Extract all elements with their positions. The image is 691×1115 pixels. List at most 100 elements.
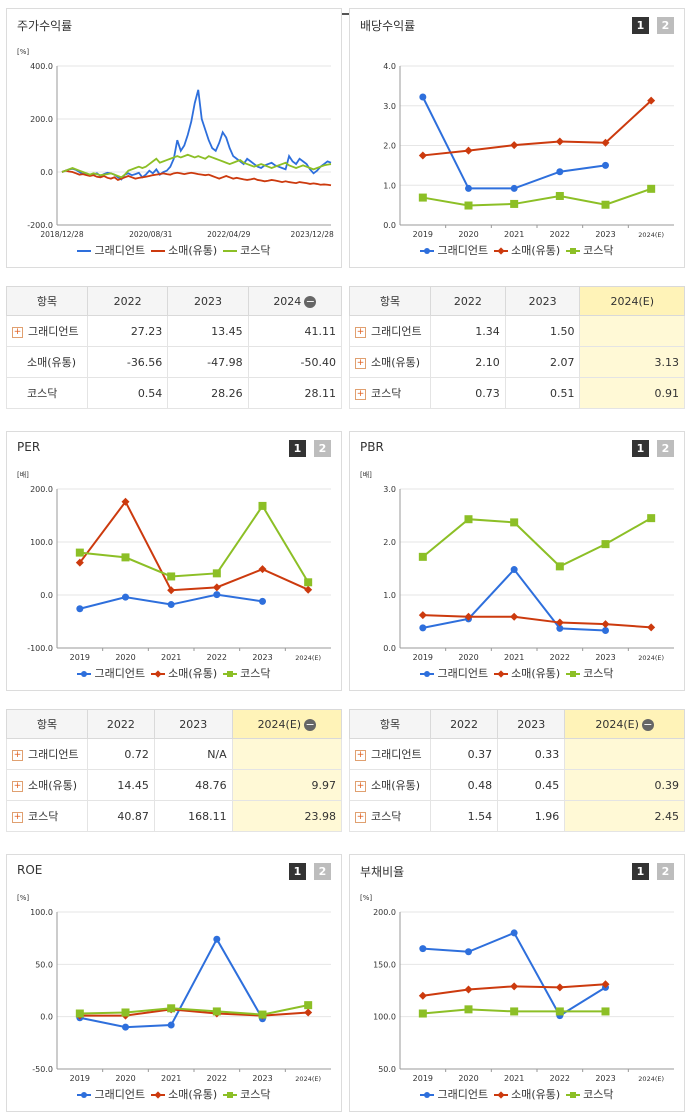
data-point: [418, 611, 427, 620]
series-line: [422, 187, 652, 207]
x-tick-label: 2020: [115, 653, 135, 662]
x-tick-label: 2020: [458, 653, 478, 662]
expand-icon[interactable]: +: [355, 326, 366, 338]
data-point: [167, 586, 176, 595]
data-point: [258, 501, 267, 510]
row-name: 그래디언트: [371, 748, 422, 761]
stock-return-panel: [%] 400.0 200.0 0.0 -200.0 2018/12/28 2020/08/…: [6, 8, 342, 268]
view-1-button[interactable]: 1: [289, 440, 306, 457]
legend-item: 그래디언트: [77, 665, 145, 681]
column-header: 2022: [429, 709, 499, 739]
expand-icon[interactable]: +: [12, 749, 23, 761]
expand-icon[interactable]: +: [12, 326, 23, 338]
table-row: + 그래디언트 0.72 N/A: [6, 738, 343, 770]
chart-svg: 4.0 3.0 2.0 1.0 0.0 2019 2020 2021 2022 2023 2024(…: [383, 62, 674, 239]
row-name-cell: + 그래디언트: [349, 738, 431, 770]
x-tick-label: 2024(E): [638, 1075, 664, 1083]
x-tick-label: 2019: [70, 1074, 90, 1083]
legend-item: 소매(유통): [494, 242, 560, 258]
value-cell: 28.11: [247, 377, 343, 409]
view-1-button[interactable]: 1: [632, 863, 649, 880]
y-tick-label: 4.0: [383, 62, 396, 71]
column-header: 2022: [87, 709, 155, 739]
header-label: 2023: [179, 717, 208, 731]
legend-swatch: [420, 1091, 435, 1099]
collapse-icon[interactable]: −: [304, 294, 317, 308]
collapse-icon[interactable]: −: [641, 717, 654, 731]
data-point: [647, 623, 656, 632]
expand-icon[interactable]: +: [355, 357, 366, 369]
view-1-button[interactable]: 1: [632, 440, 649, 457]
y-tick-label: 200.0: [30, 115, 53, 124]
data-point: [555, 618, 564, 627]
table-row: 소매(유통) -36.56 -47.98 -50.40: [6, 346, 343, 378]
y-axis-unit: [%]: [360, 894, 372, 902]
header-label: 2024(E): [610, 294, 654, 308]
data-point: [510, 518, 519, 527]
column-header: 2022: [430, 286, 506, 316]
chart-legend: 그래디언트 소매(유통) 코스닥: [7, 1086, 341, 1102]
chart-svg: [배] 3.0 2.0 1.0 0.0 2019 2020 2021 2022 2023 2024(…: [360, 470, 674, 662]
y-tick-label: 2.0: [383, 538, 396, 547]
data-point: [167, 601, 175, 609]
column-header: 2022: [86, 286, 169, 316]
view-2-button[interactable]: 2: [657, 863, 674, 880]
legend-item: 코스닥: [223, 1086, 271, 1102]
expand-icon[interactable]: +: [12, 811, 23, 823]
legend-item: 그래디언트: [420, 1086, 488, 1102]
view-2-button[interactable]: 2: [657, 440, 674, 457]
table-row: + 그래디언트 0.37 0.33: [349, 738, 685, 770]
series-line: [79, 1004, 309, 1016]
data-point: [419, 945, 427, 953]
view-1-button[interactable]: 1: [289, 863, 306, 880]
expand-icon[interactable]: +: [355, 811, 366, 823]
row-name: 코스닥: [371, 387, 402, 400]
view-1-button[interactable]: 1: [632, 17, 649, 34]
chart-legend: 그래디언트 소매(유통) 코스닥: [350, 665, 684, 681]
series-line: [422, 931, 607, 1018]
legend-item: 그래디언트: [77, 242, 145, 258]
x-tick-label: 2020: [458, 1074, 478, 1083]
data-point: [304, 585, 313, 594]
data-point: [647, 514, 656, 523]
value-cell: 41.11: [247, 315, 343, 347]
data-point: [122, 593, 129, 601]
table-row: + 코스닥 1.54 1.96 2.45: [349, 800, 685, 832]
data-point: [602, 161, 609, 169]
y-axis-unit: [%]: [17, 894, 29, 902]
legend-swatch: [151, 247, 166, 255]
legend-item: 소매(유통): [151, 1086, 217, 1102]
collapse-icon[interactable]: −: [304, 717, 317, 731]
y-tick-label: 3.0: [383, 485, 396, 494]
expand-icon[interactable]: +: [355, 388, 366, 400]
value-cell: 0.73: [430, 377, 506, 409]
value-cell: 0.51: [504, 377, 581, 409]
header-label: 2024(E): [595, 717, 639, 731]
data-point: [556, 624, 564, 632]
pbr-table: 항목 2022 2023 2024(E) − + 그래디언트 0.37 0.33 + 소매(유통) 0…: [349, 709, 685, 832]
expand-icon[interactable]: +: [355, 749, 366, 761]
legend-label: 그래디언트: [94, 244, 146, 257]
expand-icon[interactable]: +: [355, 780, 366, 792]
value-cell: 1.50: [504, 315, 581, 347]
view-2-button[interactable]: 2: [314, 863, 331, 880]
data-point: [76, 605, 84, 613]
data-point: [601, 620, 610, 629]
stock-return-table: 항목 2022 2023 2024− + 그래디언트 27.23 13.45 41.11 소매(유…: [6, 286, 343, 409]
chart-legend: 그래디언트 소매(유통) 코스닥: [350, 1086, 684, 1102]
view-2-button[interactable]: 2: [657, 17, 674, 34]
y-tick-label: 0.0: [40, 168, 53, 177]
column-header: 2024−: [247, 286, 343, 316]
y-tick-label: -50.0: [32, 1065, 53, 1074]
y-tick-label: 100.0: [30, 538, 53, 547]
header-label: 2024(E): [257, 717, 302, 731]
row-name: 코스닥: [27, 387, 58, 400]
view-2-button[interactable]: 2: [314, 440, 331, 457]
data-point: [418, 552, 427, 561]
x-tick-label: 2022/04/29: [207, 230, 250, 239]
row-name: 코스닥: [371, 810, 402, 823]
data-point: [212, 1007, 221, 1016]
x-tick-label: 2020: [458, 230, 478, 239]
expand-icon[interactable]: +: [12, 780, 23, 792]
y-tick-label: 200.0: [373, 908, 396, 917]
